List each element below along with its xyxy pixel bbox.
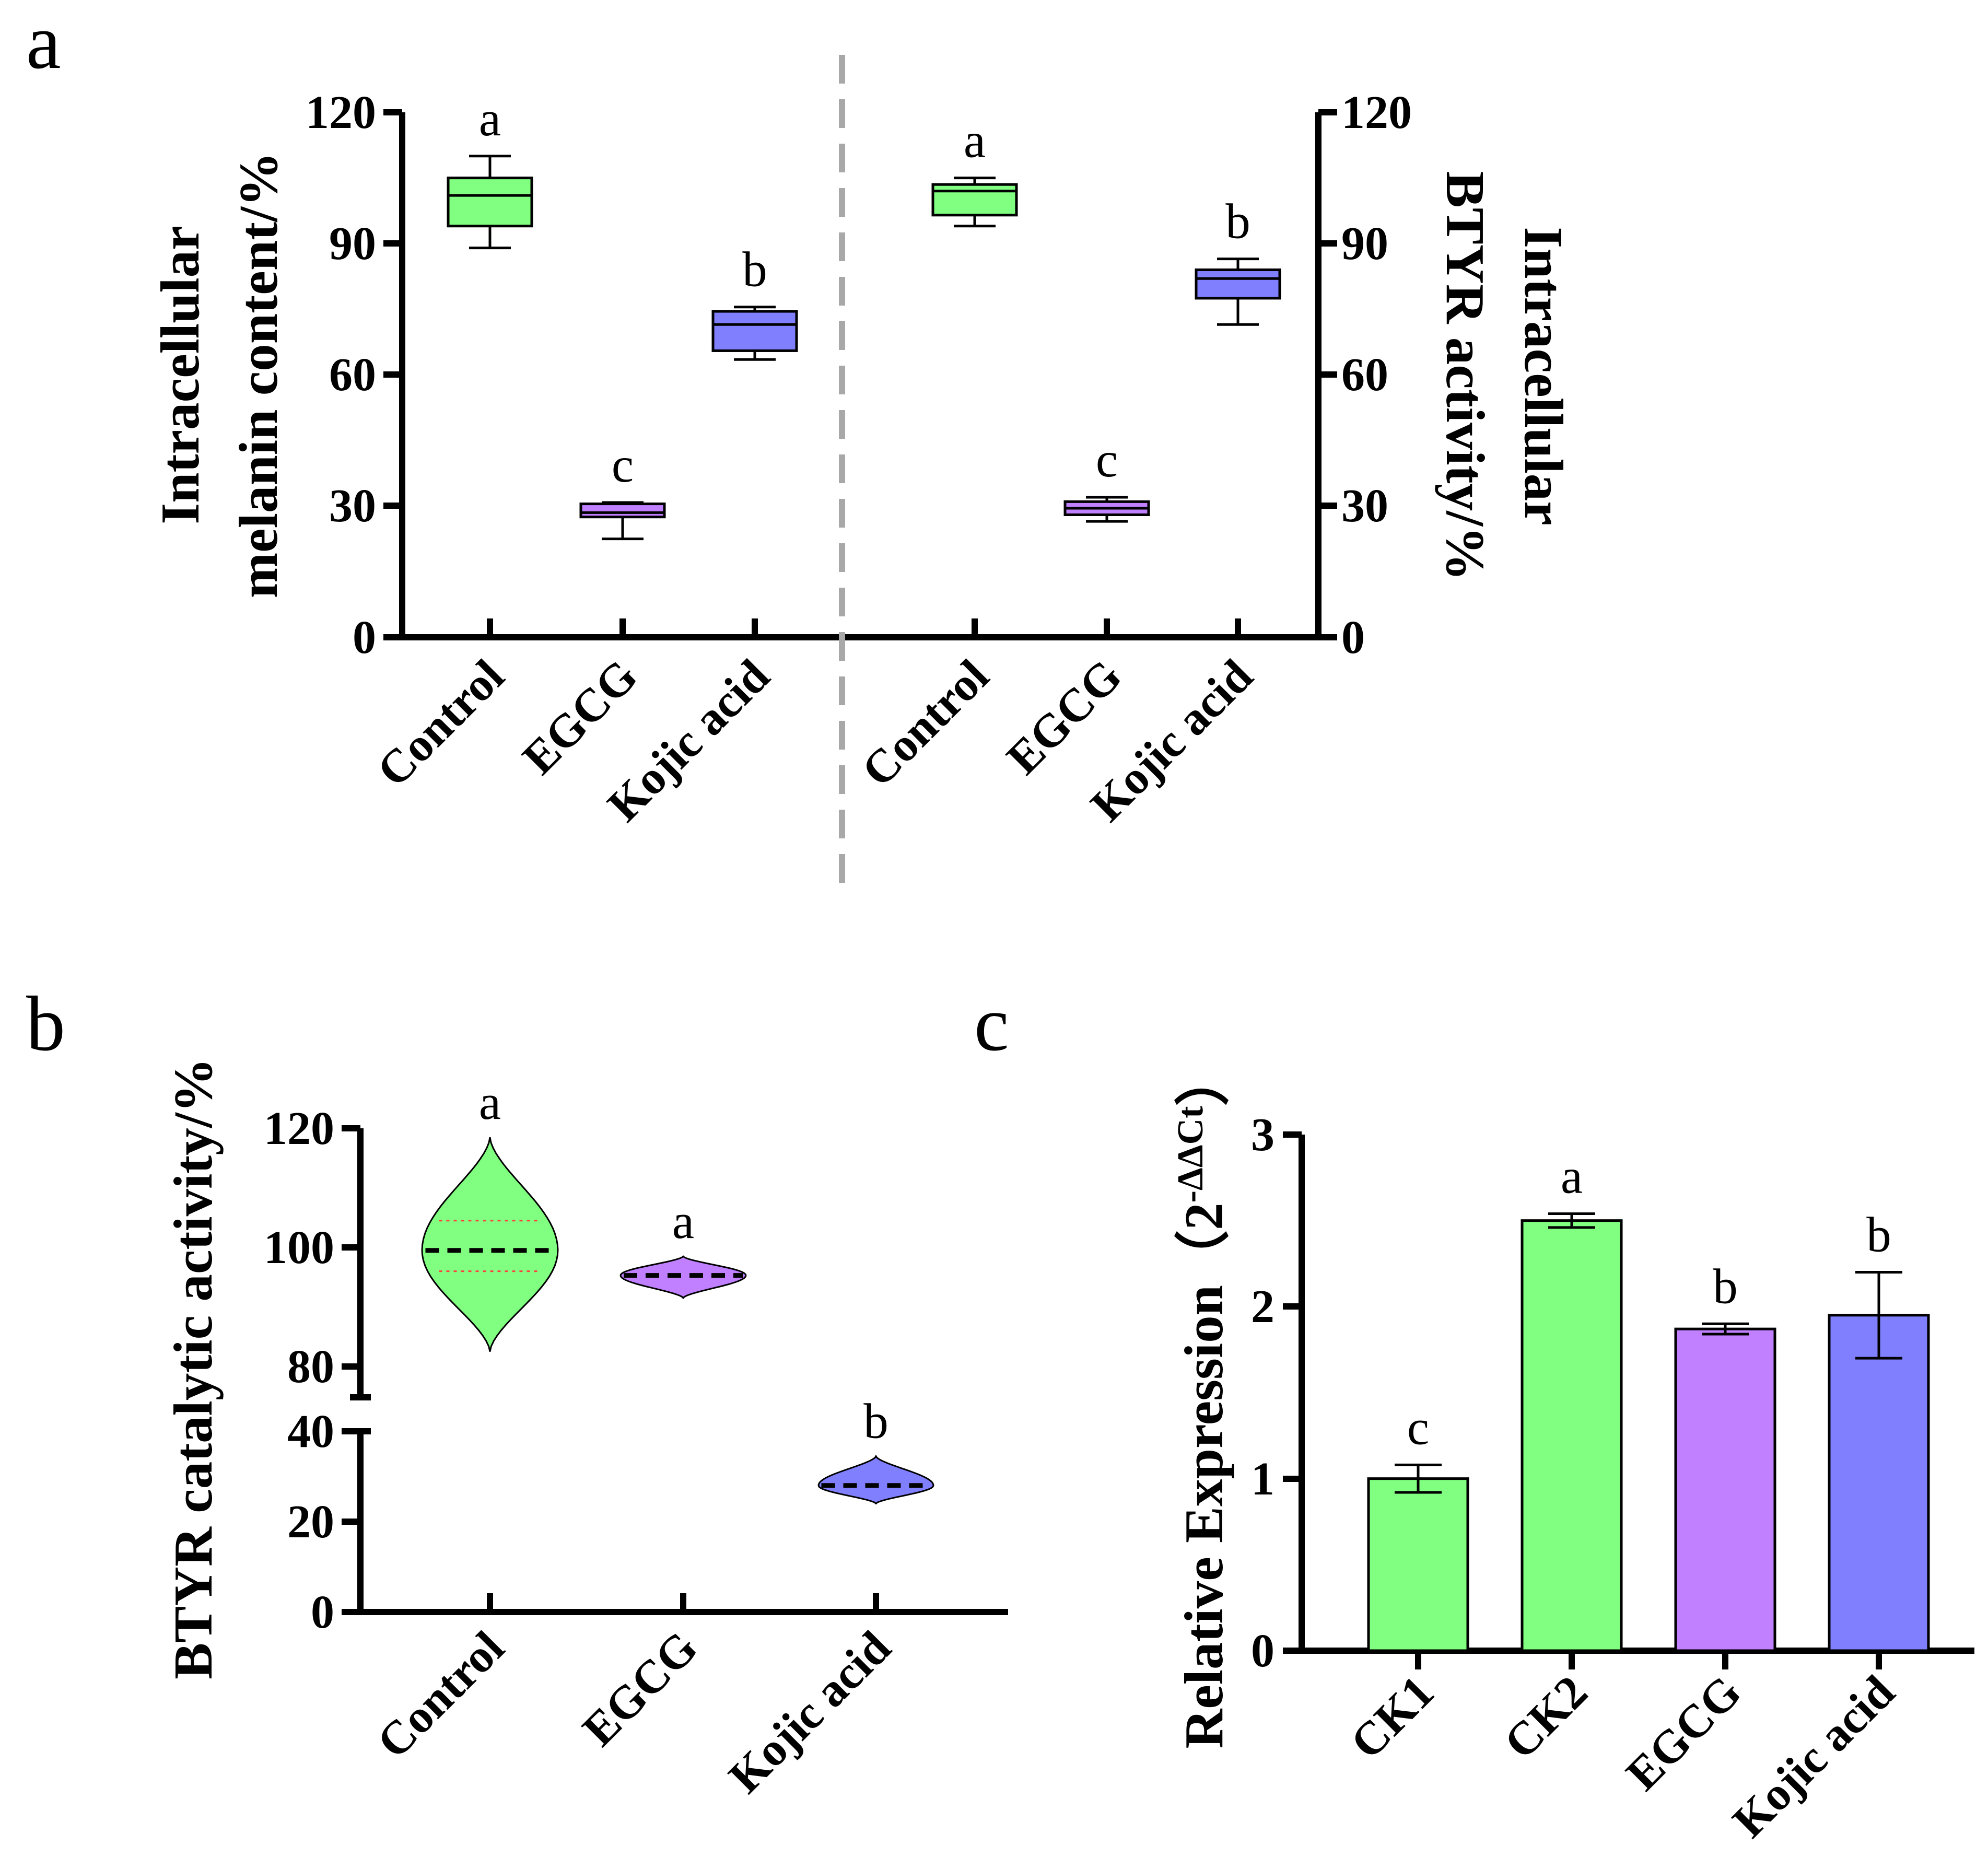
a-left-y-tick-label: 30 (329, 480, 376, 532)
significance-letter: c (1096, 432, 1118, 487)
a-left-y-tick-label: 120 (306, 87, 376, 138)
b-category-label: Control (367, 1621, 514, 1768)
significance-letter: b (1225, 194, 1250, 249)
b-category-label: EGCG (573, 1621, 707, 1756)
c-bar-marks: c a b b (1367, 1148, 1930, 1652)
a-left-category-label: EGCG (513, 650, 647, 784)
significance-letter: a (672, 1194, 694, 1249)
panel-a: 0 30 60 90 120 0 30 60 90 120 Control EG (149, 55, 1574, 888)
c-category-label: EGCG (1617, 1666, 1751, 1800)
b-y-tick-label: 0 (311, 1586, 334, 1638)
box-iqr (579, 503, 666, 519)
c-y-tick-label: 2 (1251, 1281, 1274, 1333)
b-y-tick-label: 20 (287, 1496, 334, 1548)
a-left-y-title-line1: Intracellular (149, 226, 211, 524)
c-category-label: CK2 (1494, 1666, 1597, 1769)
b-y-tick-label: 100 (264, 1222, 334, 1274)
a-right-category-label: Control (852, 650, 999, 797)
c-y-title-close: ） (1173, 1051, 1234, 1106)
c-y-tick-label: 3 (1251, 1109, 1274, 1161)
c-category-label: Kojic acid (1723, 1666, 1904, 1847)
a-right-y-tick-label: 30 (1341, 480, 1388, 532)
a-left-y-ticks: 0 30 60 90 120 (306, 87, 402, 663)
c-y-title-main: Relative Expression（2 (1173, 1202, 1234, 1748)
significance-letter: c (1407, 1399, 1429, 1455)
a-right-y-title-line1: Intracellular (1513, 227, 1574, 525)
violin-shape (421, 1137, 559, 1352)
b-violin-marks: a a b (421, 1075, 934, 1505)
violin-shape (817, 1454, 934, 1505)
significance-letter: b (1713, 1258, 1738, 1314)
panel-label-a: a (26, 0, 61, 85)
panel-label-b: b (26, 980, 65, 1067)
c-y-title-exponent: -ΔΔCt (1171, 1106, 1211, 1202)
a-right-y-tick-label: 60 (1341, 349, 1388, 401)
violin-shape (619, 1255, 747, 1300)
bar (1828, 1314, 1930, 1652)
a-left-y-tick-label: 90 (329, 218, 376, 270)
significance-letter: b (742, 242, 767, 297)
b-y-title: BTYR catalytic activity/% (162, 1058, 224, 1679)
significance-letter: a (964, 113, 986, 168)
panel-c: 0 1 2 3 CK1 CK2 EGCG Kojic acid Relative… (1171, 1051, 1974, 1848)
a-left-category-label: Control (367, 650, 514, 797)
bar (1674, 1327, 1776, 1652)
box-iqr (711, 310, 798, 352)
bar (1367, 1477, 1469, 1652)
significance-letter: a (479, 1075, 501, 1130)
b-y-tick-label: 120 (264, 1103, 334, 1154)
significance-letter: a (479, 91, 501, 146)
c-y-tick-label: 1 (1251, 1453, 1274, 1505)
significance-letter: b (863, 1394, 888, 1449)
box-iqr (931, 183, 1018, 217)
box-iqr (447, 177, 533, 228)
b-y-ticks: 80 100 120 0 20 40 (264, 1103, 360, 1638)
a-left-y-tick-label: 0 (353, 612, 376, 663)
a-box-marks: a c b a c b (447, 91, 1281, 541)
significance-letter: b (1866, 1207, 1891, 1262)
bar (1521, 1219, 1623, 1652)
c-y-title: Relative Expression（2-ΔΔCt） (1171, 1051, 1235, 1748)
b-y-tick-label: 80 (287, 1341, 334, 1393)
b-category-label: Kojic acid (719, 1621, 901, 1803)
a-left-y-tick-label: 60 (329, 349, 376, 401)
a-right-y-ticks: 0 30 60 90 120 (1318, 87, 1412, 663)
a-right-y-tick-label: 120 (1341, 87, 1412, 138)
panel-label-c: c (974, 980, 1009, 1067)
c-y-tick-label: 0 (1251, 1625, 1274, 1677)
a-right-y-tick-label: 90 (1341, 218, 1388, 270)
b-y-tick-label: 40 (287, 1406, 334, 1457)
box-iqr (1195, 268, 1281, 300)
significance-letter: a (1561, 1148, 1583, 1204)
panel-b: 80 100 120 0 20 40 Control EGCG Kojic ac… (162, 1058, 1008, 1803)
a-right-y-title-line2: BTYR activity/% (1435, 171, 1496, 581)
c-y-ticks: 0 1 2 3 (1251, 1109, 1302, 1677)
c-category-label: CK1 (1341, 1666, 1444, 1769)
a-left-y-title-line2: melanin content/% (228, 152, 289, 599)
a-right-y-tick-label: 0 (1341, 612, 1365, 663)
significance-letter: c (612, 437, 634, 493)
